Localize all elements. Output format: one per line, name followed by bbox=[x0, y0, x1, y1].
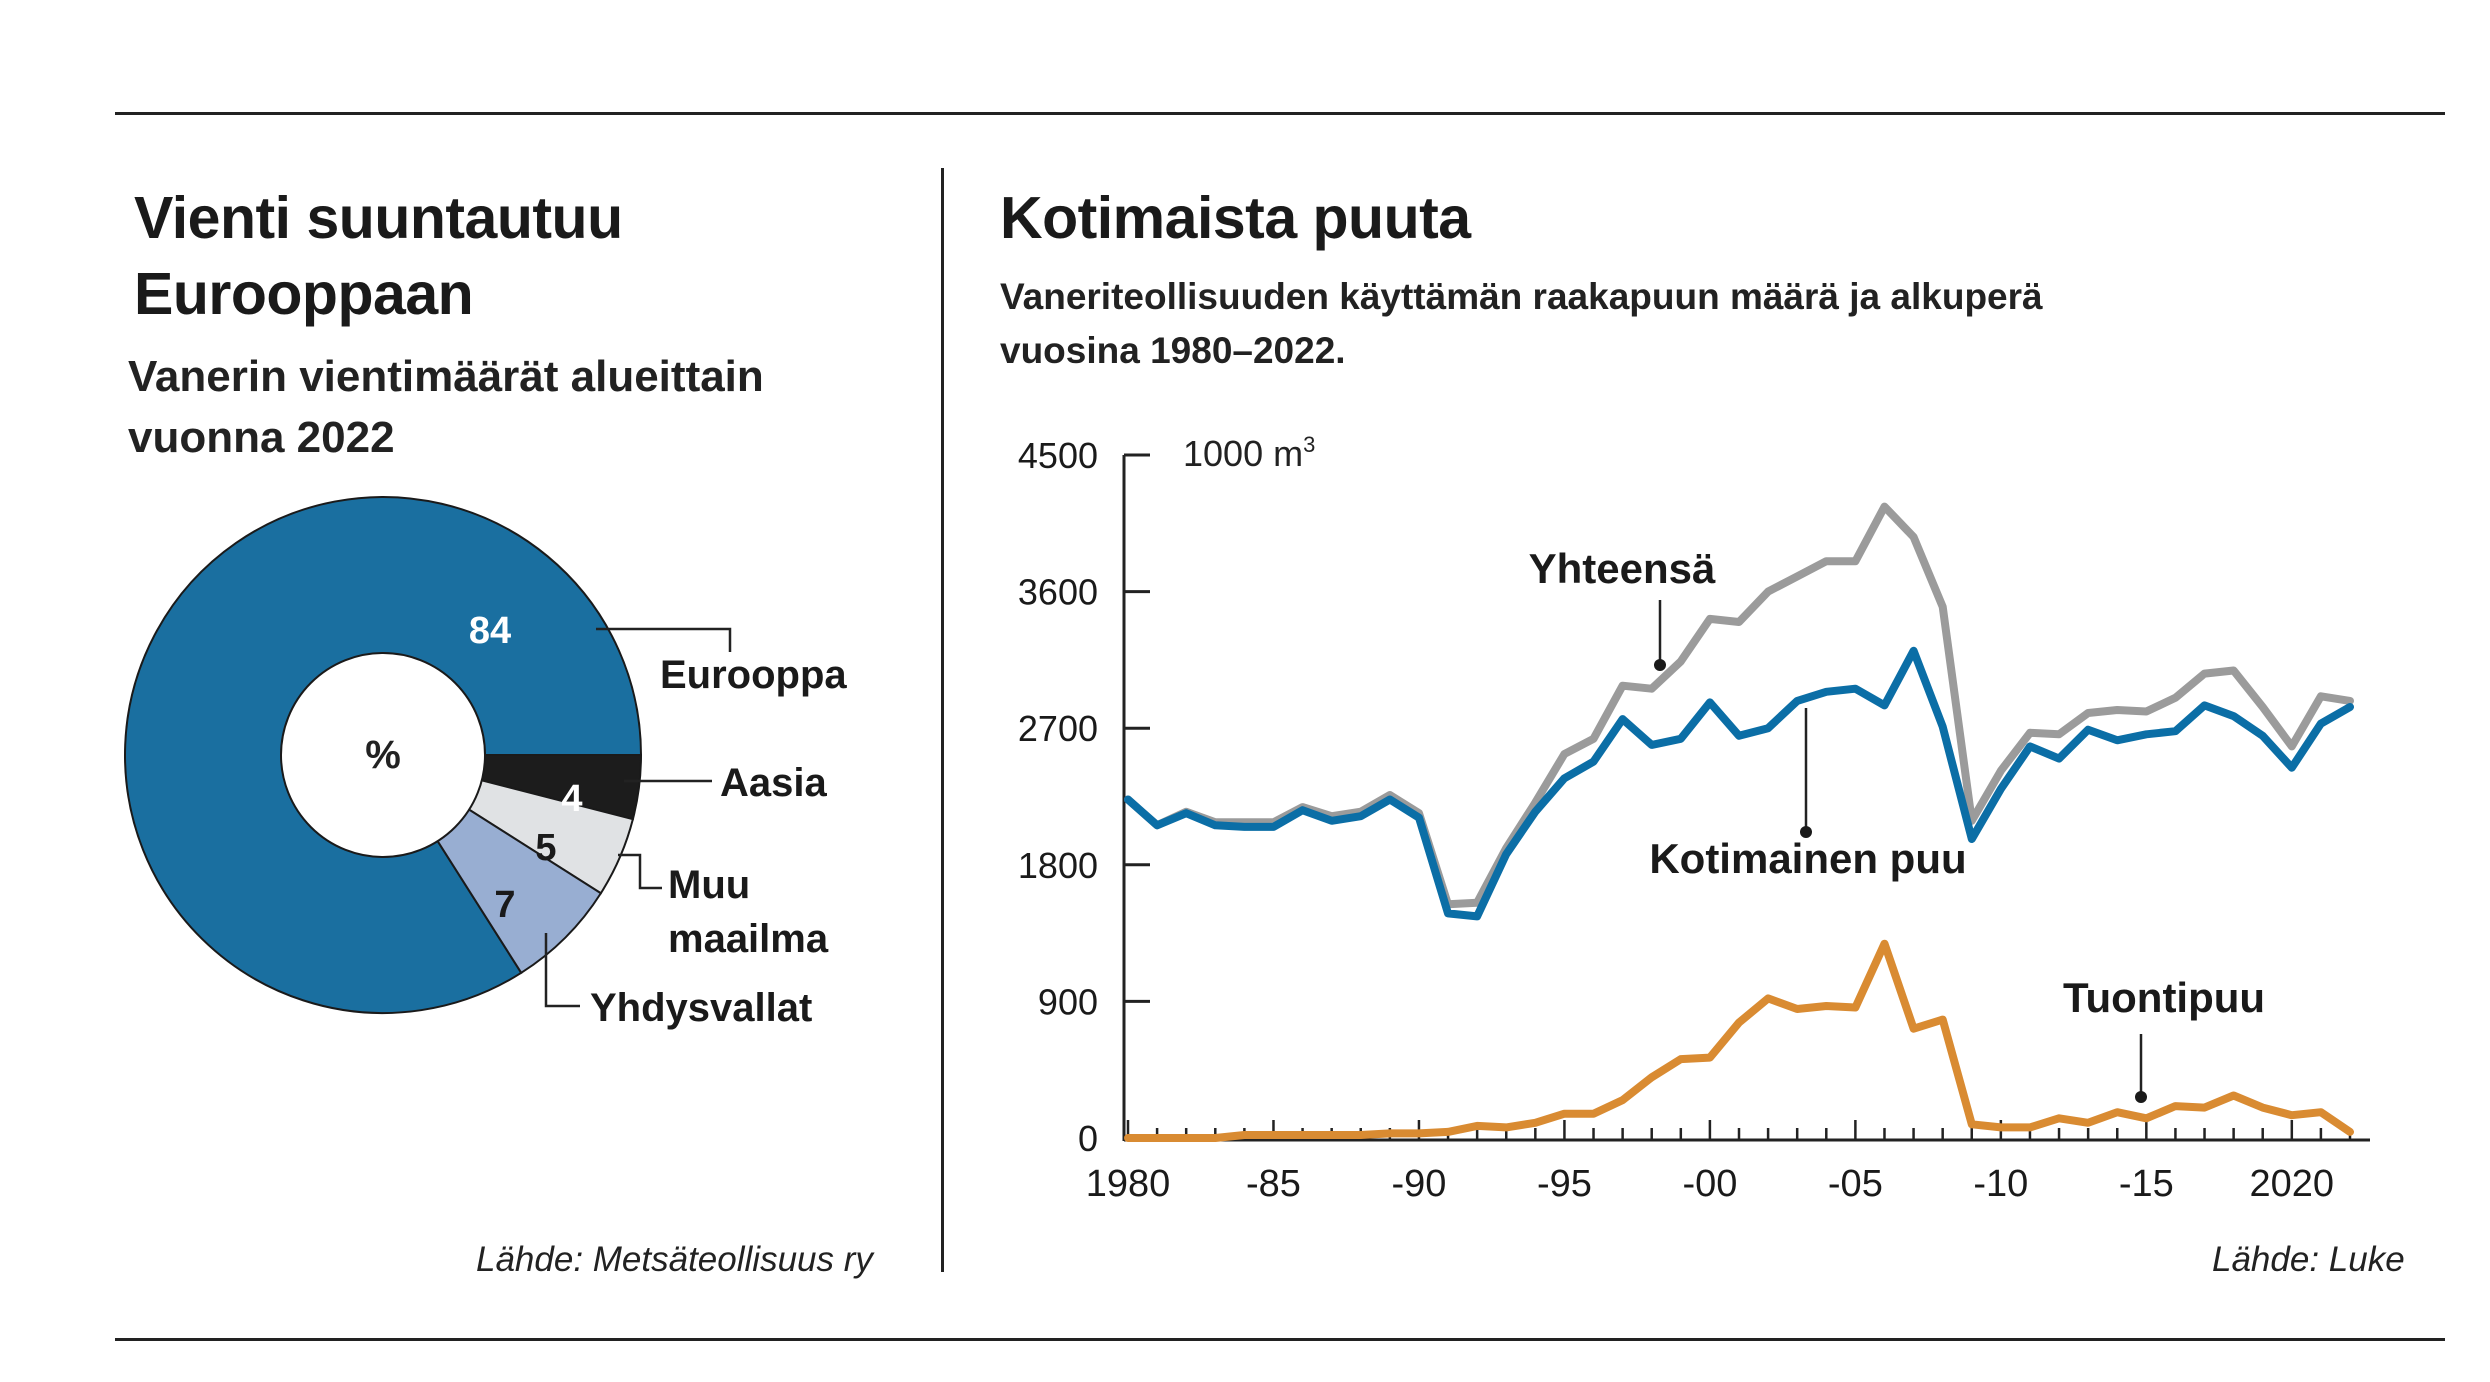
x-tick-label: -85 bbox=[1246, 1163, 1301, 1205]
x-tick-label: -05 bbox=[1828, 1163, 1883, 1205]
series-label-kotimainen-puu: Kotimainen puu bbox=[1649, 835, 1966, 882]
donut-hole bbox=[280, 652, 486, 858]
panel-divider bbox=[941, 168, 944, 1272]
right-title: Kotimaista puuta bbox=[1000, 185, 1471, 251]
x-tick-label: -90 bbox=[1391, 1163, 1446, 1205]
y-tick-label: 4500 bbox=[1018, 435, 1098, 476]
donut-value-eurooppa: 84 bbox=[469, 610, 511, 652]
donut-value-yhdysvallat: 7 bbox=[494, 884, 515, 926]
left-source: Lähde: Metsäteollisuus ry bbox=[476, 1240, 873, 1279]
x-tick-label: -15 bbox=[2119, 1163, 2174, 1205]
series-label-tuontipuu: Tuontipuu bbox=[2063, 974, 2265, 1021]
y-tick-label: 3600 bbox=[1018, 572, 1098, 613]
series-line-tuontipuu bbox=[1124, 939, 2354, 1142]
donut-center-label: % bbox=[365, 733, 401, 777]
donut-category-yhdysvallat: Yhdysvallat bbox=[590, 986, 812, 1030]
right-subtitle-line2: vuosina 1980–2022. bbox=[1000, 330, 1346, 371]
left-title-line1: Vienti suuntautuu bbox=[134, 185, 623, 251]
donut-value-aasia: 4 bbox=[561, 778, 582, 820]
y-tick-label: 2700 bbox=[1018, 708, 1098, 749]
series-label-yhteensa: Yhteensä bbox=[1529, 545, 1716, 592]
donut-category-muu-maailma: Muu maailma bbox=[668, 863, 829, 961]
left-subtitle-line1: Vanerin vientimäärät alueittain bbox=[128, 352, 764, 401]
donut-category-aasia: Aasia bbox=[720, 761, 827, 805]
left-subtitle-line2: vuonna 2022 bbox=[128, 413, 395, 462]
x-tick-label: -00 bbox=[1682, 1163, 1737, 1205]
annotation-dot-kotimainen-puu bbox=[1800, 826, 1812, 838]
x-tick-label: -95 bbox=[1537, 1163, 1592, 1205]
top-rule bbox=[115, 112, 2445, 115]
series-line-yhteensa bbox=[1124, 502, 2354, 909]
x-tick-label: 2020 bbox=[2250, 1163, 2335, 1205]
right-source: Lähde: Luke bbox=[2212, 1240, 2405, 1279]
x-tick-label: 1980 bbox=[1086, 1163, 1171, 1205]
annotation-dot-yhteensa bbox=[1654, 659, 1666, 671]
x-tick-label: -10 bbox=[1973, 1163, 2028, 1205]
donut-chart: % 84 457 Eurooppa Aasia Muu maailma Yhdysvalla… bbox=[124, 496, 847, 1030]
donut-slice-eurooppa bbox=[124, 496, 643, 1014]
bottom-rule bbox=[115, 1338, 2445, 1341]
annotation-dot-tuontipuu bbox=[2135, 1091, 2147, 1103]
right-subtitle-line1: Vaneriteollisuuden käyttämän raakapuun m… bbox=[1000, 276, 2043, 317]
y-tick-label: 0 bbox=[1078, 1118, 1098, 1159]
y-tick-label: 1800 bbox=[1018, 845, 1098, 886]
left-title-line2: Eurooppaan bbox=[134, 261, 474, 327]
donut-leader-lines bbox=[544, 627, 732, 1008]
donut-category-eurooppa: Eurooppa bbox=[660, 653, 847, 697]
series-line-kotimainen-puu bbox=[1124, 646, 2354, 921]
unit-label: 1000 m3 bbox=[1183, 432, 1315, 474]
donut-value-muu-maailma: 5 bbox=[535, 827, 556, 869]
y-tick-label: 900 bbox=[1038, 981, 1098, 1022]
